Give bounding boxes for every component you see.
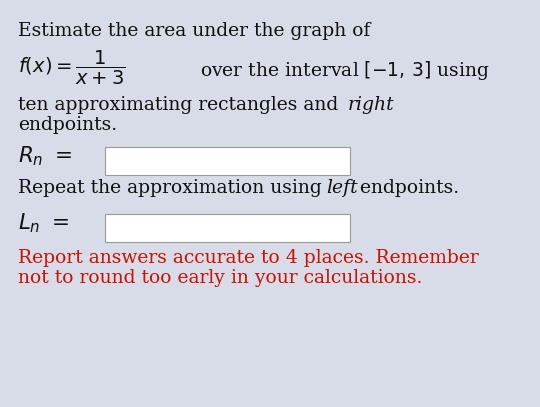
Text: endpoints.: endpoints. xyxy=(18,116,117,134)
Text: Report answers accurate to 4 places. Remember: Report answers accurate to 4 places. Rem… xyxy=(18,249,479,267)
Text: $L_n\ =$: $L_n\ =$ xyxy=(18,211,69,234)
Text: ten approximating rectangles and: ten approximating rectangles and xyxy=(18,96,345,114)
Text: Estimate the area under the graph of: Estimate the area under the graph of xyxy=(18,22,370,40)
Text: right: right xyxy=(348,96,395,114)
FancyBboxPatch shape xyxy=(105,214,350,242)
Text: $f(x)=\dfrac{1}{x+3}$: $f(x)=\dfrac{1}{x+3}$ xyxy=(18,49,125,87)
Text: left: left xyxy=(326,179,357,197)
FancyBboxPatch shape xyxy=(105,147,350,175)
Text: $R_n\ =$: $R_n\ =$ xyxy=(18,144,72,168)
Text: over the interval $[-1,\,3]$ using: over the interval $[-1,\,3]$ using xyxy=(200,59,490,82)
Text: endpoints.: endpoints. xyxy=(354,179,459,197)
Text: Repeat the approximation using: Repeat the approximation using xyxy=(18,179,328,197)
Text: not to round too early in your calculations.: not to round too early in your calculati… xyxy=(18,269,422,287)
